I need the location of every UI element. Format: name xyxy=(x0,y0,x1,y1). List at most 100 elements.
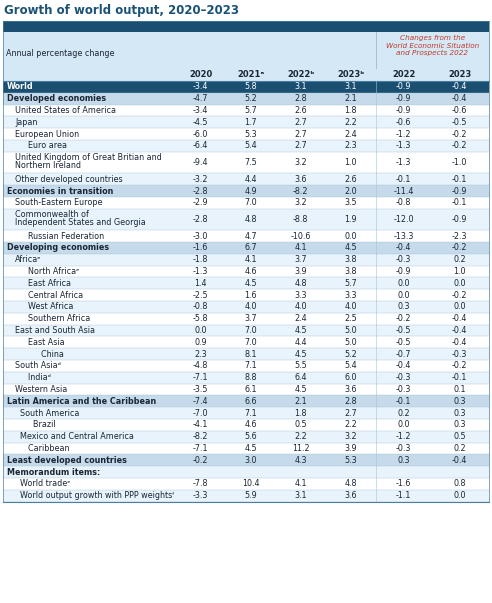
Bar xyxy=(3,478,489,490)
Text: 2.2: 2.2 xyxy=(344,118,357,127)
Text: -3.5: -3.5 xyxy=(193,385,208,394)
Text: 0.0: 0.0 xyxy=(398,279,410,288)
Text: -0.2: -0.2 xyxy=(452,244,467,253)
Bar xyxy=(3,407,489,419)
Text: 5.8: 5.8 xyxy=(245,83,257,92)
Text: 3.2: 3.2 xyxy=(344,432,357,441)
Bar xyxy=(3,81,489,93)
Text: -12.0: -12.0 xyxy=(394,215,414,224)
Text: -0.1: -0.1 xyxy=(452,198,467,207)
Text: -0.7: -0.7 xyxy=(396,350,411,359)
Bar xyxy=(3,324,489,336)
Text: 2.8: 2.8 xyxy=(344,397,357,406)
Text: United States of America: United States of America xyxy=(15,106,116,115)
Text: East Asia: East Asia xyxy=(23,338,64,347)
Text: -0.9: -0.9 xyxy=(396,267,411,276)
Text: 3.1: 3.1 xyxy=(294,83,307,92)
Bar xyxy=(3,230,489,242)
Bar xyxy=(3,152,489,173)
Text: Central Africa: Central Africa xyxy=(23,291,83,300)
Text: 2021ᵃ: 2021ᵃ xyxy=(237,70,264,79)
Text: 4.7: 4.7 xyxy=(245,232,257,241)
Text: -3.4: -3.4 xyxy=(193,83,208,92)
Text: -0.2: -0.2 xyxy=(452,291,467,300)
Text: Caribbean: Caribbean xyxy=(23,444,69,453)
Text: -7.8: -7.8 xyxy=(193,479,208,488)
Bar xyxy=(3,372,489,384)
Text: 2.2: 2.2 xyxy=(294,432,307,441)
Text: -0.4: -0.4 xyxy=(452,456,467,465)
Text: 0.3: 0.3 xyxy=(453,409,466,418)
Text: 6.6: 6.6 xyxy=(245,397,257,406)
Text: -0.5: -0.5 xyxy=(396,338,411,347)
Text: -0.8: -0.8 xyxy=(396,198,411,207)
Text: -1.6: -1.6 xyxy=(193,244,208,253)
Text: 2022ᵇ: 2022ᵇ xyxy=(287,70,314,79)
Text: United Kingdom of Great Britian and: United Kingdom of Great Britian and xyxy=(15,153,162,162)
Text: -0.5: -0.5 xyxy=(396,326,411,335)
Text: 3.2: 3.2 xyxy=(294,158,307,167)
Text: 5.3: 5.3 xyxy=(245,130,257,139)
Bar xyxy=(3,173,489,185)
Text: 2023: 2023 xyxy=(448,70,471,79)
Text: 1.8: 1.8 xyxy=(344,106,357,115)
Text: 4.8: 4.8 xyxy=(344,479,357,488)
Text: 0.2: 0.2 xyxy=(453,255,466,264)
Text: South America: South America xyxy=(15,409,79,418)
Text: 0.0: 0.0 xyxy=(453,491,466,500)
Text: -0.2: -0.2 xyxy=(452,130,467,139)
Text: 3.6: 3.6 xyxy=(344,385,357,394)
Text: 6.1: 6.1 xyxy=(245,385,257,394)
Text: -2.9: -2.9 xyxy=(193,198,209,207)
Text: -0.3: -0.3 xyxy=(396,444,411,453)
Text: 2022: 2022 xyxy=(392,70,415,79)
Text: -0.4: -0.4 xyxy=(452,338,467,347)
Text: Developing economies: Developing economies xyxy=(7,244,109,253)
Text: -0.2: -0.2 xyxy=(396,314,411,323)
Bar xyxy=(3,185,489,197)
Text: -3.3: -3.3 xyxy=(193,491,208,500)
Text: North Africaᵉ: North Africaᵉ xyxy=(23,267,80,276)
Bar xyxy=(3,419,489,431)
Text: -0.2: -0.2 xyxy=(452,141,467,150)
Text: 0.3: 0.3 xyxy=(398,302,410,311)
Text: 7.0: 7.0 xyxy=(245,326,257,335)
Text: -1.1: -1.1 xyxy=(396,491,411,500)
Text: 5.7: 5.7 xyxy=(244,106,257,115)
Text: -1.8: -1.8 xyxy=(193,255,208,264)
Bar xyxy=(3,455,489,466)
Text: World tradeᵉ: World tradeᵉ xyxy=(15,479,71,488)
Text: 4.4: 4.4 xyxy=(245,175,257,184)
Text: 3.9: 3.9 xyxy=(344,444,357,453)
Text: 2.3: 2.3 xyxy=(194,350,207,359)
Text: 1.7: 1.7 xyxy=(245,118,257,127)
Text: 3.0: 3.0 xyxy=(245,456,257,465)
Text: 0.2: 0.2 xyxy=(398,409,410,418)
Text: -5.8: -5.8 xyxy=(193,314,208,323)
Bar xyxy=(3,254,489,265)
Bar xyxy=(3,443,489,455)
Text: West Africa: West Africa xyxy=(23,302,73,311)
Text: 6.0: 6.0 xyxy=(344,373,357,382)
Text: 2.7: 2.7 xyxy=(294,118,307,127)
Text: 0.3: 0.3 xyxy=(398,456,410,465)
Text: Northern Ireland: Northern Ireland xyxy=(15,161,81,170)
Text: Other developed countries: Other developed countries xyxy=(15,175,123,184)
Text: 1.0: 1.0 xyxy=(453,267,466,276)
Text: 11.2: 11.2 xyxy=(292,444,309,453)
Text: -11.4: -11.4 xyxy=(394,186,414,195)
Text: 4.5: 4.5 xyxy=(344,244,357,253)
Text: -8.2: -8.2 xyxy=(293,186,308,195)
Text: 6.4: 6.4 xyxy=(294,373,307,382)
Text: -2.8: -2.8 xyxy=(193,215,208,224)
Text: 2.3: 2.3 xyxy=(344,141,357,150)
Bar xyxy=(3,116,489,128)
Text: -2.3: -2.3 xyxy=(452,232,467,241)
Text: 3.2: 3.2 xyxy=(294,198,307,207)
Text: 2.6: 2.6 xyxy=(344,175,357,184)
Text: -8.8: -8.8 xyxy=(293,215,308,224)
Text: 8.8: 8.8 xyxy=(245,373,257,382)
Text: 1.9: 1.9 xyxy=(344,215,357,224)
Text: 4.4: 4.4 xyxy=(294,338,307,347)
Text: 4.0: 4.0 xyxy=(344,302,357,311)
